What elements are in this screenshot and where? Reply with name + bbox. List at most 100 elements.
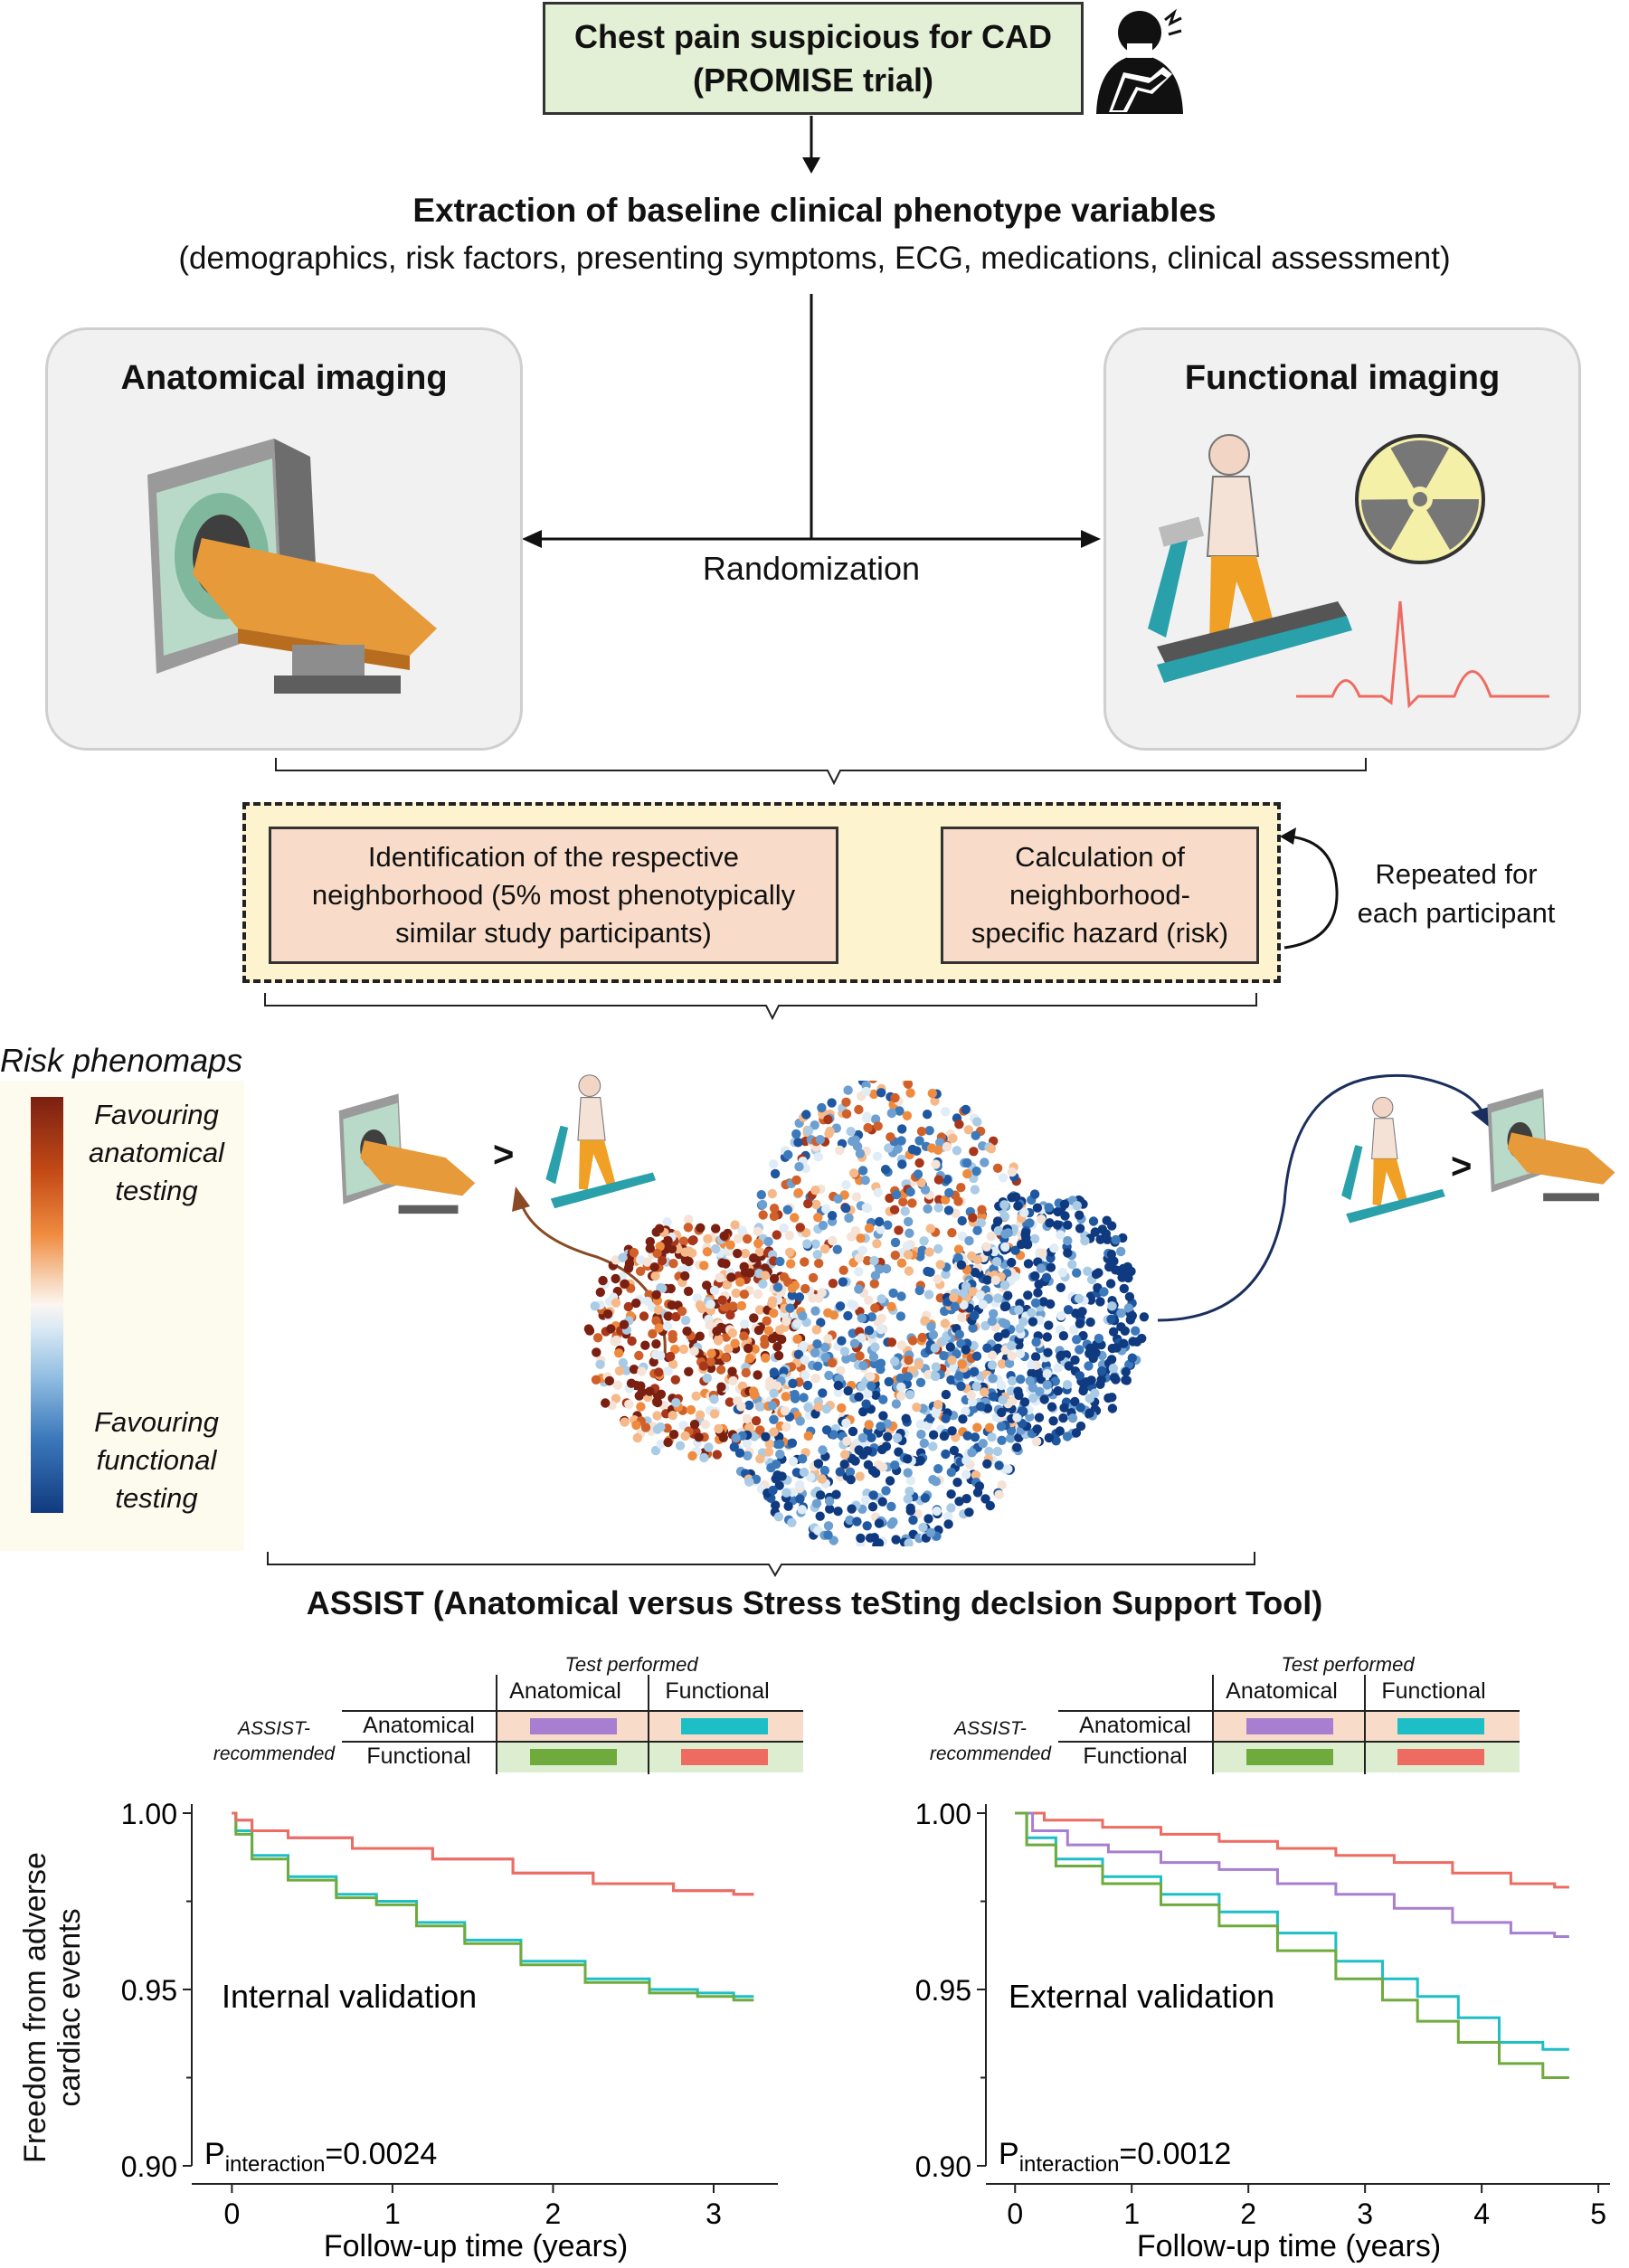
- phenomap-dot: [703, 1233, 713, 1244]
- phenomap-dot: [816, 1318, 826, 1328]
- phenomap-dot: [925, 1267, 935, 1277]
- phenomap-dot: [848, 1168, 859, 1178]
- phenomap-dot: [1045, 1218, 1055, 1228]
- phenomap-dot: [671, 1398, 681, 1408]
- phenomap-dot: [1013, 1386, 1023, 1396]
- phenomap-dot: [642, 1257, 652, 1267]
- phenomap-dot: [1012, 1442, 1022, 1452]
- ct-scanner-icon: [138, 439, 446, 714]
- phenomap-dot: [1106, 1314, 1116, 1325]
- phenomap-dot: [663, 1366, 673, 1376]
- phenomap-dot: [905, 1186, 915, 1197]
- phenomap-dot: [925, 1527, 936, 1537]
- phenomap-dot: [982, 1343, 992, 1353]
- phenomap-dot: [802, 1239, 812, 1249]
- phenomap-dot: [740, 1267, 751, 1278]
- phenomap-dot: [591, 1375, 601, 1384]
- x-tick-label: 5: [1590, 2197, 1606, 2230]
- phenomap-dot: [905, 1476, 916, 1486]
- phenomap-dot: [872, 1151, 883, 1161]
- phenomap-dot: [961, 1406, 971, 1416]
- y-tick-label: 0.95: [915, 1974, 971, 2007]
- phenomap-dot: [817, 1102, 827, 1113]
- phenomap-dot: [667, 1243, 677, 1254]
- phenomap-dot: [986, 1144, 997, 1154]
- phenomap-dot: [812, 1339, 822, 1349]
- phenomap-dot: [1022, 1238, 1032, 1249]
- swatch-func-anat: [1246, 1749, 1333, 1765]
- phenomap-dot: [1102, 1215, 1112, 1225]
- phenomap-dot: [742, 1438, 753, 1449]
- phenomap-dot: [753, 1325, 764, 1336]
- phenomap-dot: [828, 1279, 838, 1289]
- phenomap-dot: [771, 1500, 781, 1510]
- phenomap-dot: [1000, 1301, 1011, 1311]
- phenomap-dot: [810, 1306, 820, 1316]
- phenomap-dot: [941, 1389, 952, 1400]
- phenomap-dot: [894, 1447, 904, 1457]
- phenomap-dot: [769, 1204, 780, 1214]
- phenomap-dot: [930, 1343, 940, 1353]
- phenomap-dot: [898, 1196, 908, 1207]
- phenomap-dot: [841, 1354, 851, 1364]
- phenomap-dot: [917, 1332, 927, 1343]
- phenomap-dot: [666, 1351, 676, 1362]
- phenomap-dot: [856, 1233, 866, 1243]
- phenomap-dot: [980, 1494, 990, 1504]
- phenomap-dot: [851, 1192, 862, 1202]
- phenomap-dot: [1031, 1436, 1042, 1447]
- phenomap-dot: [823, 1521, 834, 1531]
- phenomap-dot: [810, 1347, 820, 1358]
- phenomap-dot: [645, 1386, 655, 1396]
- phenomap-dot: [1042, 1332, 1052, 1342]
- phenomap-dot: [813, 1152, 823, 1162]
- p-value: =0.0012: [1119, 2137, 1231, 2171]
- phenomap-dot: [976, 1402, 986, 1412]
- validation-annotation: Internal validation: [222, 1978, 477, 2015]
- phenomap-dot: [705, 1320, 715, 1330]
- phenomap-dot: [787, 1283, 798, 1293]
- swatch-func-func: [681, 1749, 768, 1765]
- phenomap-dot: [999, 1280, 1010, 1290]
- phenomap-dot: [767, 1188, 777, 1199]
- phenomap-dot: [706, 1356, 715, 1366]
- study-population-box: Chest pain suspicious for CAD (PROMISE t…: [543, 2, 1084, 115]
- phenomap-dot: [832, 1244, 842, 1254]
- row-functional-label: Functional: [1083, 1744, 1188, 1769]
- phenomap-dot: [670, 1375, 680, 1384]
- phenomap-dot: [798, 1311, 808, 1321]
- phenomap-dot: [1072, 1268, 1082, 1278]
- phenomap-dot: [980, 1158, 990, 1167]
- phenomap-dot: [915, 1419, 925, 1430]
- phenomap-dot: [815, 1135, 825, 1145]
- phenomap-dot: [678, 1236, 689, 1246]
- phenomap-dot: [1007, 1167, 1018, 1177]
- phenomap-dot: [877, 1444, 887, 1455]
- phenomap-dot: [658, 1255, 668, 1266]
- phenomap-dot: [904, 1356, 914, 1366]
- phenomap-dot: [722, 1280, 733, 1290]
- phenomap-dot: [926, 1321, 936, 1332]
- phenomap-dot: [1056, 1282, 1065, 1292]
- phenomap-dot: [933, 1274, 942, 1284]
- phenomap-dot: [753, 1238, 763, 1249]
- phenomap-dot: [791, 1129, 801, 1139]
- phenomap-dot: [838, 1277, 848, 1287]
- phenomap-dot: [857, 1432, 868, 1443]
- phenomap-dot: [730, 1338, 740, 1348]
- p-letter: P: [999, 2137, 1019, 2171]
- phenomap-dot: [689, 1419, 700, 1430]
- phenomap-dot: [896, 1391, 906, 1401]
- phenomap-dot: [968, 1323, 978, 1333]
- phenomap-dot: [923, 1514, 933, 1524]
- phenomap-dot: [706, 1363, 716, 1374]
- phenomap-dot: [913, 1169, 923, 1179]
- phenomap-dot: [680, 1271, 690, 1281]
- phenomap-dot: [833, 1380, 843, 1391]
- phenomap-dot: [843, 1310, 853, 1321]
- phenomap-dot: [1056, 1311, 1066, 1321]
- phenomap-dot: [1049, 1243, 1059, 1253]
- phenomap-dot: [769, 1414, 779, 1424]
- km-curve: [1015, 1811, 1569, 2079]
